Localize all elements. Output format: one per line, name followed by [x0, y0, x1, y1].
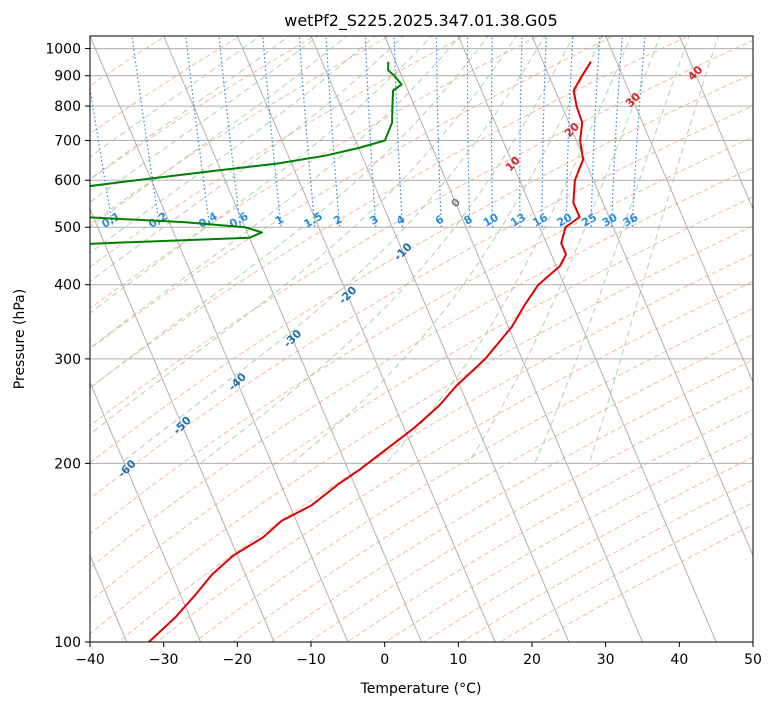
y-tick-label: 1000	[45, 42, 81, 58]
dry-adiabat	[156, 280, 753, 642]
moist-adiabat	[90, 36, 319, 203]
moist-adiabat	[385, 36, 632, 464]
isotherm	[310, 36, 570, 642]
x-tick-label: 40	[670, 652, 688, 668]
isotherm	[678, 36, 753, 211]
profile-lines	[90, 61, 592, 642]
isotherm	[531, 36, 753, 557]
x-axis-title: Temperature (°C)	[360, 681, 482, 697]
dry-adiabat	[90, 105, 753, 500]
moist-adiabat	[90, 36, 489, 389]
dry-adiabat	[90, 225, 753, 635]
x-tick-label: −40	[75, 652, 105, 668]
y-tick-label: 800	[54, 99, 81, 115]
isotherm	[605, 36, 753, 384]
plot-frame	[89, 35, 754, 643]
isotherm	[163, 36, 422, 642]
dry-adiabat	[118, 253, 753, 642]
y-tick-label: 100	[54, 635, 81, 651]
isotherm	[384, 36, 643, 642]
temperature-profile-line	[148, 61, 592, 642]
dry-adiabat	[90, 166, 753, 569]
x-tick-label: −30	[149, 652, 179, 668]
x-tick-label: 20	[523, 652, 541, 668]
moist-adiabat	[90, 36, 262, 158]
dewpoint-profile-line	[90, 61, 403, 245]
x-tick-label: −20	[223, 652, 253, 668]
x-tick-label: −10	[296, 652, 326, 668]
background-lines	[90, 36, 753, 642]
y-axis: 100 200 300 400 500 600 700 800 900 1000	[45, 42, 90, 651]
moist-adiabat	[534, 36, 690, 464]
dry-adiabat	[90, 36, 615, 350]
moist-adiabat	[588, 36, 719, 464]
dry-adiabat	[90, 136, 753, 535]
moist-adiabat	[467, 36, 661, 464]
y-tick-label: 500	[54, 220, 81, 236]
moist-adiabat	[90, 36, 404, 283]
y-tick-label: 400	[54, 278, 81, 294]
x-tick-label: 30	[597, 652, 615, 668]
x-tick-label: 50	[744, 652, 762, 668]
x-axis: −40 −30 −20 −10 0 10 20 30 40 50	[75, 642, 762, 668]
moist-adiabat	[90, 36, 433, 314]
dry-adiabat	[308, 384, 753, 642]
isotherm	[90, 381, 201, 642]
dry-adiabat	[90, 73, 753, 464]
y-tick-label: 900	[54, 69, 81, 85]
y-axis-title: Pressure (hPa)	[12, 289, 28, 389]
x-tick-label: 0	[380, 652, 389, 668]
dry-adiabat	[90, 36, 391, 225]
isotherm	[90, 36, 349, 642]
isotherm	[90, 207, 275, 642]
moist-adiabat	[120, 36, 546, 464]
y-tick-label: 300	[54, 352, 81, 368]
isotherm	[236, 36, 496, 642]
isotherm	[457, 36, 717, 642]
moist-adiabat	[90, 36, 348, 228]
y-tick-label: 600	[54, 173, 81, 189]
y-tick-label: 700	[54, 133, 81, 149]
y-tick-label: 200	[54, 456, 81, 472]
moist-adiabat	[90, 36, 290, 180]
chart-title: wetPf2_S225.2025.347.01.38.G05	[284, 11, 558, 31]
x-tick-label: 10	[449, 652, 467, 668]
moist-adiabat	[199, 36, 575, 464]
